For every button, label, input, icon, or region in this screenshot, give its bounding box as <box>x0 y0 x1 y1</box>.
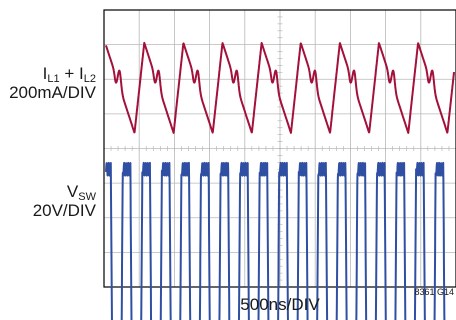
graticule-grid <box>103 9 456 288</box>
voltage-symbol: V <box>66 182 79 201</box>
switch-voltage-trace <box>105 161 446 320</box>
voltage-subscript: SW <box>78 191 96 203</box>
current-channel-label: IL1 + IL2 200mA/DIV <box>0 64 96 102</box>
figure-code: 8361 G14 <box>414 287 454 297</box>
current-symbol: I <box>42 64 48 83</box>
plot-frame <box>103 9 456 288</box>
time-base-label: 500ns/DIV <box>240 295 320 314</box>
current-subscript-1: L1 <box>47 73 60 85</box>
current-scale: 200mA/DIV <box>9 83 96 102</box>
voltage-scale: 20V/DIV <box>32 201 96 220</box>
inductor-current-trace <box>105 41 455 134</box>
current-subscript-2: L2 <box>83 73 96 85</box>
current-plus: + I <box>59 64 84 83</box>
voltage-channel-label: VSW 20V/DIV <box>0 182 96 220</box>
